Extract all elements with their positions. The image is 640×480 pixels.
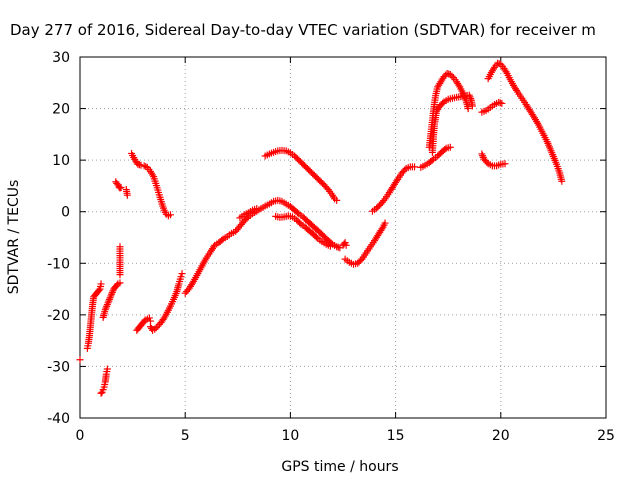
data-point [440, 73, 448, 81]
y-tick-label: -20 [47, 308, 70, 324]
data-point [464, 105, 472, 113]
x-tick-label: 25 [597, 428, 615, 444]
y-tick-label: -40 [47, 411, 70, 427]
data-point [501, 160, 509, 168]
data-point [333, 196, 341, 204]
data-point [113, 179, 121, 187]
y-tick-label: 20 [52, 102, 70, 118]
data-point [148, 325, 156, 333]
x-tick-label: 10 [281, 428, 299, 444]
x-tick-label: 20 [492, 428, 510, 444]
data-point [393, 177, 401, 185]
x-axis-label: GPS time / hours [281, 459, 398, 475]
data-point [465, 91, 473, 99]
data-point [154, 322, 162, 330]
data-point [149, 171, 157, 179]
data-point [428, 156, 436, 164]
data-point [108, 290, 116, 298]
data-point [189, 279, 197, 287]
data-point [466, 93, 474, 101]
x-tick-label: 5 [181, 428, 190, 444]
grid-lines [80, 57, 606, 418]
y-tick-label: 30 [52, 50, 70, 66]
y-tick-label: -10 [47, 256, 70, 272]
data-point [103, 365, 111, 373]
data-point [296, 219, 304, 227]
data-point [446, 143, 454, 151]
data-point [342, 241, 350, 249]
data-point [513, 86, 521, 94]
data-point [105, 297, 113, 305]
data-point [107, 292, 115, 300]
data-point [446, 71, 454, 79]
y-tick-label: -30 [47, 359, 70, 375]
data-point [140, 162, 148, 170]
data-point [101, 306, 109, 314]
data-point [467, 95, 475, 103]
x-tick-label: 15 [387, 428, 405, 444]
data-point [502, 68, 510, 76]
data-point [106, 294, 114, 302]
data-point [116, 243, 124, 251]
data-point [166, 211, 174, 219]
data-point [478, 150, 486, 158]
data-point [558, 177, 566, 185]
y-axis-label: SDTVAR / TECUs [6, 180, 22, 295]
data-point [103, 301, 111, 309]
data-point [326, 242, 334, 250]
data-point [479, 152, 487, 160]
data-point [104, 299, 112, 307]
axis-ticks: 0 5 10 15 20 25 -40 -30 -20 -10 0 10 20 30 [47, 50, 615, 444]
y-tick-label: 0 [61, 205, 70, 221]
data-point [102, 304, 110, 312]
data-point [489, 65, 497, 73]
data-point [441, 145, 449, 153]
data-point [448, 72, 456, 80]
data-point [97, 389, 105, 397]
data-point [105, 295, 113, 303]
data-point [210, 243, 218, 251]
chart-title: Day 277 of 2016, Sidereal Day-to-day VTE… [10, 21, 596, 39]
data-point [123, 191, 131, 199]
y-tick-label: 10 [52, 153, 70, 169]
data-point [76, 356, 84, 364]
data-point [455, 81, 463, 89]
data-point [293, 209, 301, 217]
data-point [152, 324, 160, 332]
data-point [468, 102, 476, 110]
data-point [178, 270, 186, 278]
x-tick-label: 0 [76, 428, 85, 444]
data-point [380, 197, 388, 205]
data-point [381, 219, 389, 227]
data-points [76, 59, 566, 397]
data-point [498, 99, 506, 107]
data-point [117, 183, 125, 191]
data-point [177, 273, 185, 281]
data-point [97, 280, 105, 288]
data-point [95, 286, 103, 294]
data-point [312, 233, 320, 241]
plot-frame [79, 56, 607, 419]
data-point [378, 225, 386, 233]
data-point [401, 166, 409, 174]
data-point [103, 302, 111, 310]
data-point [145, 314, 153, 322]
data-point [116, 279, 124, 287]
data-point [151, 325, 159, 333]
data-point [108, 289, 116, 297]
data-point [218, 236, 226, 244]
data-point [439, 99, 447, 107]
data-point [411, 163, 419, 171]
data-point [483, 158, 491, 166]
data-point [253, 205, 261, 213]
